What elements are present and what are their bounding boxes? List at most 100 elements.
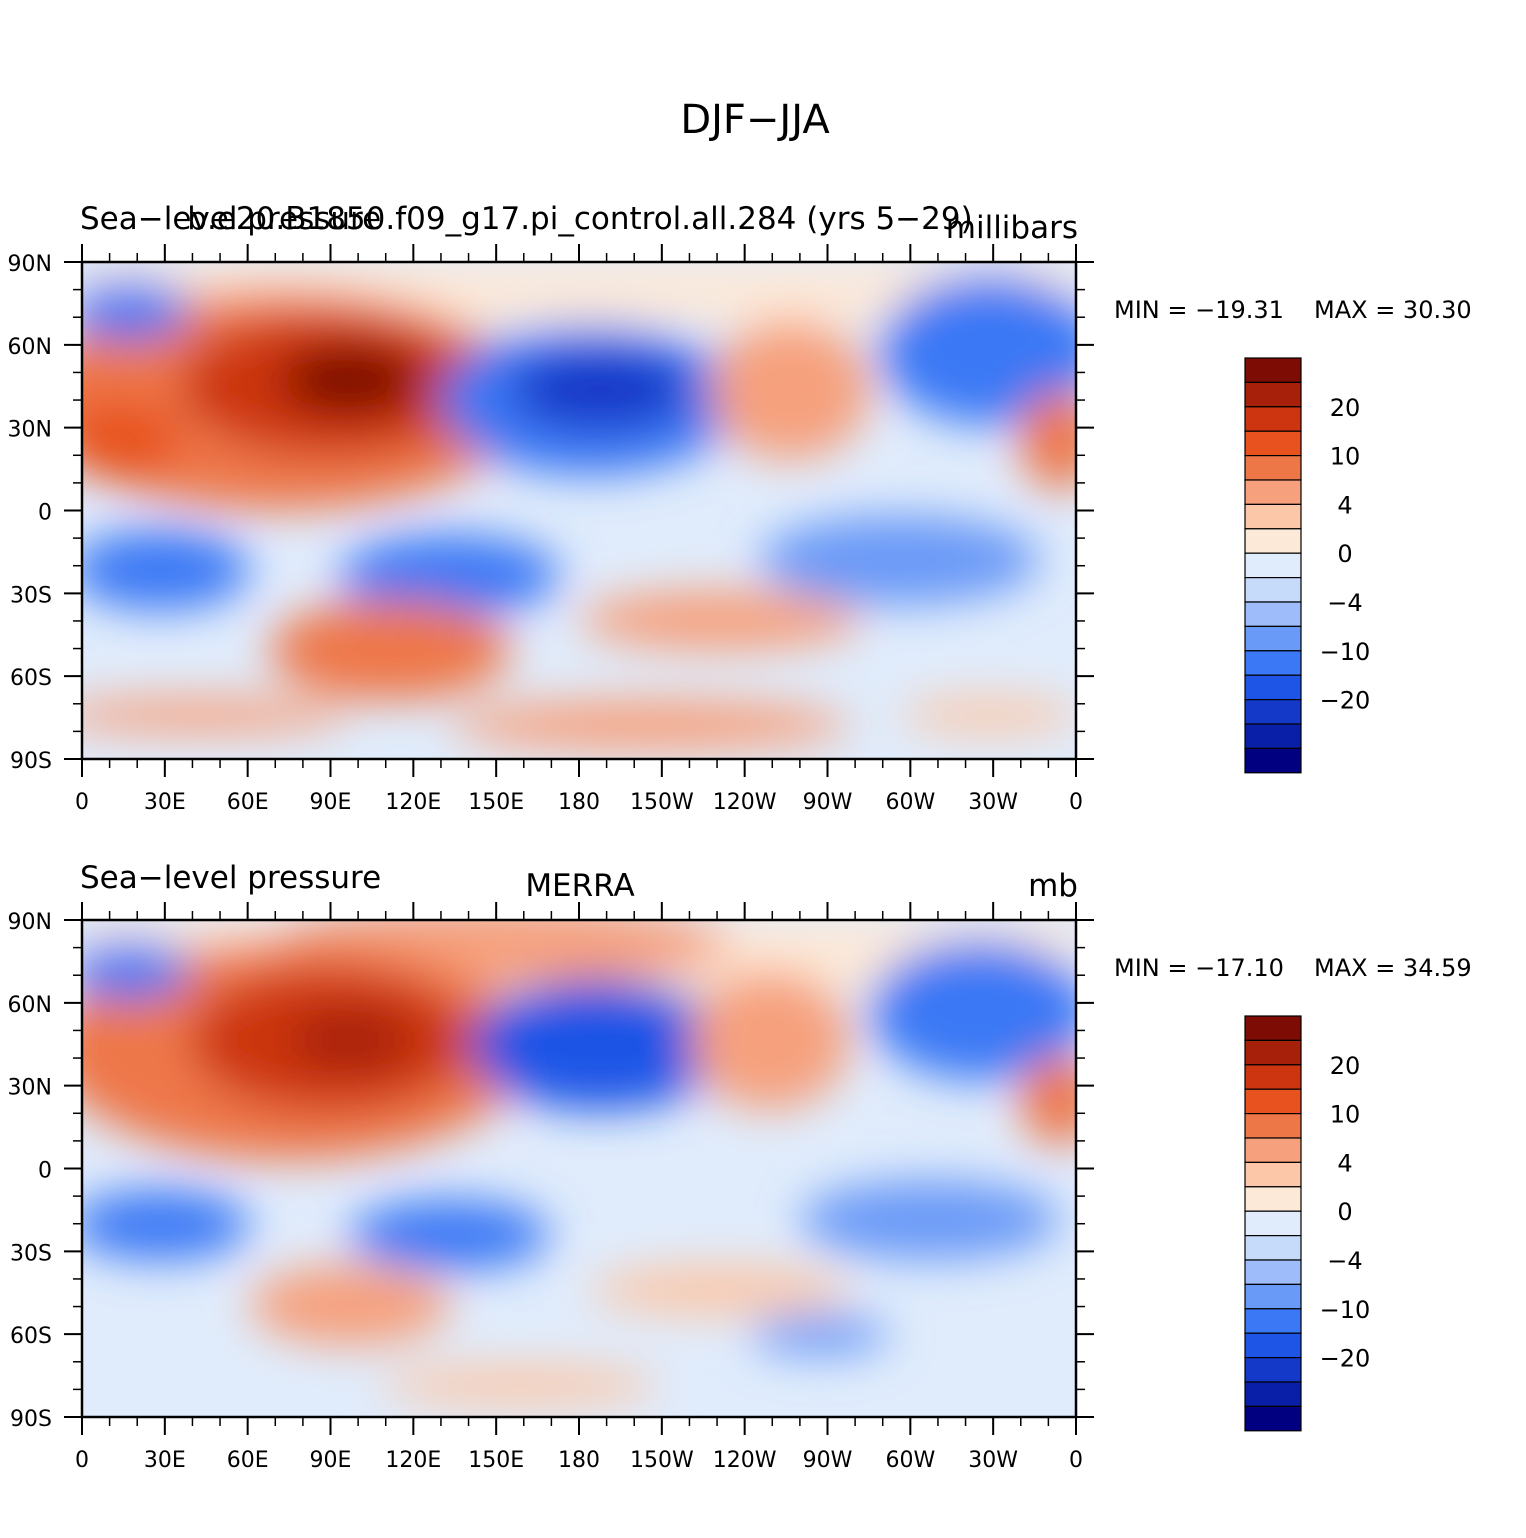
colorbar-label: 20 (1330, 1052, 1361, 1080)
panel-obs-colorbar: 20 10 4 0 −4 −10 −20 (1244, 1015, 1371, 1432)
colorbar-swatch (1244, 455, 1302, 481)
lat-tick-label: 30S (10, 583, 52, 608)
lat-tick-label: 90S (10, 1407, 52, 1432)
colorbar-label: 4 (1337, 1149, 1352, 1177)
figure-title: DJF−JJA (680, 97, 830, 143)
lon-tick-label: 150W (630, 790, 694, 815)
lon-tick-label: 90W (803, 1448, 853, 1473)
lon-tick-label: 30E (144, 790, 186, 815)
colorbar-swatch (1244, 381, 1302, 408)
panel-model-lat-labels: 90N 60N 30N 0 30S 60S 90S (8, 252, 52, 774)
colorbar-swatch (1244, 674, 1302, 701)
colorbar-label: −10 (1320, 1296, 1371, 1324)
lon-tick-label: 90E (310, 790, 352, 815)
lon-tick-label: 30W (968, 1448, 1018, 1473)
lon-tick-label: 60E (227, 790, 269, 815)
panel-model-center-title: b.e20.B1850.f09_g17.pi_control.all.284 (… (187, 201, 972, 237)
lon-tick-label: 180 (558, 1448, 600, 1473)
panel-model-colorbar: 20 10 4 0 −4 −10 −20 (1244, 357, 1371, 774)
lon-tick-label: 0 (75, 790, 89, 815)
colorbar-swatch (1244, 1015, 1302, 1041)
colorbar-swatch (1244, 601, 1302, 627)
colorbar-swatch (1244, 1259, 1302, 1285)
panel-obs-units: mb (1028, 868, 1078, 904)
colorbar-label: 0 (1337, 1198, 1352, 1226)
colorbar-swatch (1244, 479, 1302, 505)
colorbar-swatch (1244, 1308, 1302, 1334)
colorbar-swatch (1244, 698, 1302, 725)
lon-tick-label: 150W (630, 1448, 694, 1473)
panel-obs-ticks (64, 902, 1094, 1435)
panel-obs: Sea−level pressure MERRA mb (8, 860, 1472, 1473)
colorbar-swatch (1244, 1283, 1302, 1310)
panel-obs-lon-labels: 0 30E 60E 90E 120E 150E 180 150W 120W 90W 60W 30W 0 (75, 1448, 1083, 1473)
colorbar-label: 4 (1337, 491, 1352, 519)
colorbar-label: −4 (1327, 589, 1362, 617)
colorbar-swatch (1244, 1161, 1302, 1188)
colorbar-swatch (1244, 1064, 1302, 1090)
colorbar-swatch (1244, 528, 1302, 554)
colorbar-swatch (1244, 1234, 1302, 1261)
colorbar-swatch (1244, 625, 1302, 652)
colorbar-label: −10 (1320, 638, 1371, 666)
colorbar-swatch (1244, 1112, 1302, 1139)
colorbar-label: 10 (1330, 443, 1361, 471)
lat-tick-label: 0 (38, 1159, 52, 1184)
lon-tick-label: 30W (968, 790, 1018, 815)
lon-tick-label: 0 (75, 1448, 89, 1473)
lon-tick-label: 120E (385, 1448, 441, 1473)
lon-tick-label: 180 (558, 790, 600, 815)
colorbar-swatch (1244, 1137, 1302, 1163)
lon-tick-label: 60W (885, 790, 935, 815)
lat-tick-label: 60N (8, 993, 52, 1018)
lat-tick-label: 30N (8, 1076, 52, 1101)
panel-obs-min-label: MIN = −17.10 (1114, 954, 1284, 982)
colorbar-swatch (1244, 650, 1302, 676)
panel-model-min-label: MIN = −19.31 (1114, 296, 1284, 324)
colorbar-swatch (1244, 723, 1302, 749)
colorbar-label: −4 (1327, 1247, 1362, 1275)
colorbar-swatch (1244, 747, 1302, 774)
lon-tick-label: 120E (385, 790, 441, 815)
lat-tick-label: 90N (8, 910, 52, 935)
colorbar-swatch (1244, 406, 1302, 432)
lon-tick-label: 60W (885, 1448, 935, 1473)
lon-tick-label: 30E (144, 1448, 186, 1473)
lon-tick-label: 150E (468, 1448, 524, 1473)
lat-tick-label: 30N (8, 418, 52, 443)
panel-obs-left-title: Sea−level pressure (80, 860, 381, 896)
colorbar-swatch (1244, 1332, 1302, 1359)
colorbar-label: −20 (1320, 687, 1371, 715)
lat-tick-label: 60S (10, 666, 52, 691)
panel-obs-lat-labels: 90N 60N 30N 0 30S 60S 90S (8, 910, 52, 1432)
panel-model-map (82, 262, 1076, 759)
colorbar-label: 0 (1337, 540, 1352, 568)
lon-tick-label: 120W (713, 1448, 777, 1473)
colorbar-swatch (1244, 1381, 1302, 1407)
colorbar-swatch (1244, 1186, 1302, 1212)
colorbar-swatch (1244, 357, 1302, 383)
panel-model: Sea−level pressure b.e20.B1850.f09_g17.p… (8, 201, 1472, 815)
colorbar-swatch (1244, 552, 1302, 579)
colorbar-swatch (1244, 503, 1302, 530)
lon-tick-label: 150E (468, 790, 524, 815)
colorbar-swatch (1244, 1088, 1302, 1115)
colorbar-label: 20 (1330, 394, 1361, 422)
panel-obs-max-label: MAX = 34.59 (1314, 954, 1472, 982)
lon-tick-label: 90E (310, 1448, 352, 1473)
panel-obs-map (82, 920, 1076, 1417)
colorbar-swatch (1244, 1039, 1302, 1066)
lat-tick-label: 60N (8, 335, 52, 360)
panel-model-ticks (64, 244, 1094, 777)
colorbar-swatch (1244, 430, 1302, 457)
lat-tick-label: 90N (8, 252, 52, 277)
lon-tick-label: 0 (1069, 790, 1083, 815)
colorbar-label: 10 (1330, 1101, 1361, 1129)
lon-tick-label: 90W (803, 790, 853, 815)
lat-tick-label: 90S (10, 749, 52, 774)
panel-model-units: millibars (946, 210, 1078, 246)
panel-obs-center-title: MERRA (525, 868, 634, 904)
colorbar-swatch (1244, 1356, 1302, 1383)
lon-tick-label: 0 (1069, 1448, 1083, 1473)
